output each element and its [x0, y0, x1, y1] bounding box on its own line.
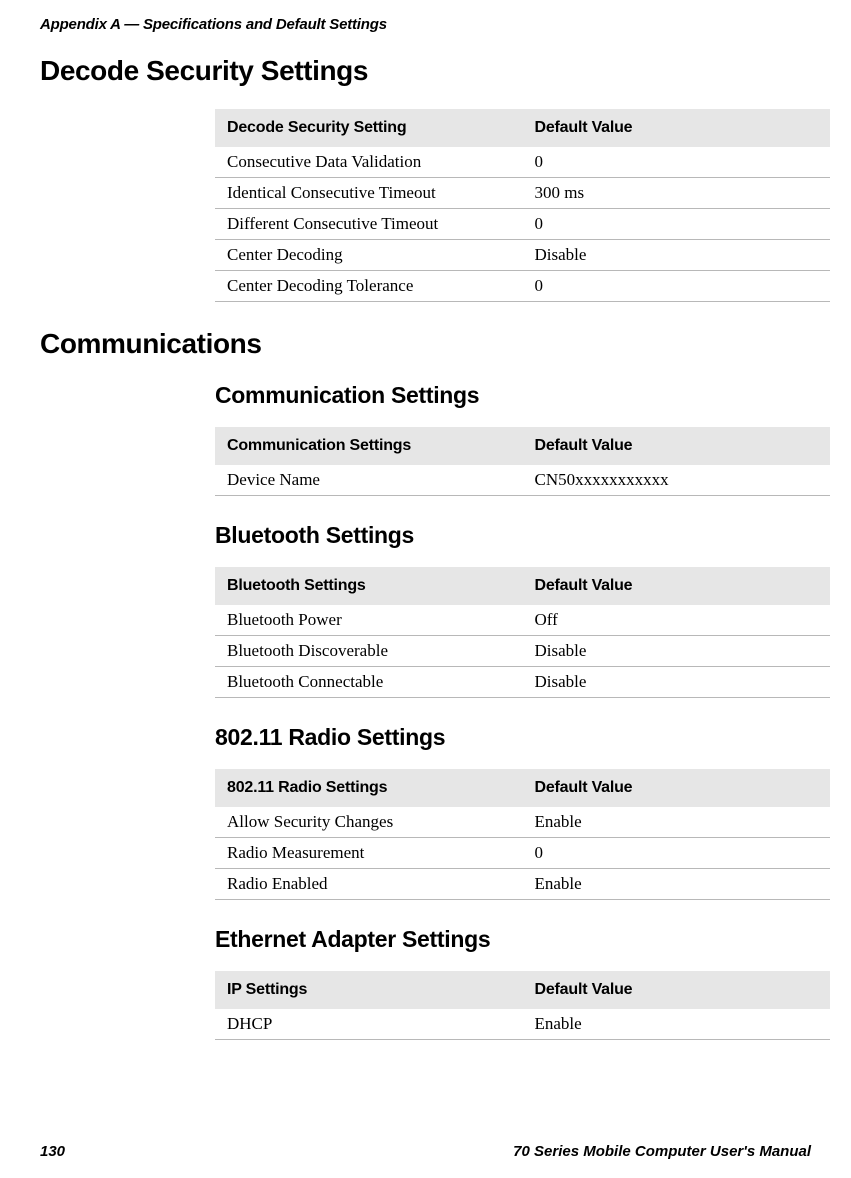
table-row: Radio Measurement0: [215, 838, 830, 869]
heading-communications: Communications: [40, 328, 811, 360]
table-row: Allow Security ChangesEnable: [215, 807, 830, 838]
table-row: Bluetooth PowerOff: [215, 605, 830, 636]
cell: Allow Security Changes: [215, 807, 523, 838]
th-default: Default Value: [523, 109, 831, 147]
heading-communication-settings: Communication Settings: [215, 382, 811, 409]
cell: Device Name: [215, 465, 523, 496]
cell: Disable: [523, 240, 831, 271]
cell: 0: [523, 147, 831, 178]
table-communication-settings: Communication Settings Default Value Dev…: [215, 427, 830, 496]
cell: Enable: [523, 869, 831, 900]
table-bluetooth-settings: Bluetooth Settings Default Value Bluetoo…: [215, 567, 830, 698]
cell: Consecutive Data Validation: [215, 147, 523, 178]
table-decode-security: Decode Security Setting Default Value Co…: [215, 109, 830, 302]
cell: Radio Enabled: [215, 869, 523, 900]
table-row: Consecutive Data Validation0: [215, 147, 830, 178]
table-row: Radio EnabledEnable: [215, 869, 830, 900]
cell: Radio Measurement: [215, 838, 523, 869]
heading-ethernet-settings: Ethernet Adapter Settings: [215, 926, 811, 953]
table-row: Bluetooth ConnectableDisable: [215, 667, 830, 698]
cell: CN50xxxxxxxxxxx: [523, 465, 831, 496]
table-row: Center DecodingDisable: [215, 240, 830, 271]
th-default: Default Value: [523, 427, 831, 465]
cell: Enable: [523, 807, 831, 838]
cell: Off: [523, 605, 831, 636]
cell: 0: [523, 209, 831, 240]
th-setting: Decode Security Setting: [215, 109, 523, 147]
cell: Disable: [523, 667, 831, 698]
table-row: Bluetooth DiscoverableDisable: [215, 636, 830, 667]
th-default: Default Value: [523, 971, 831, 1009]
table-row: Identical Consecutive Timeout300 ms: [215, 178, 830, 209]
cell: DHCP: [215, 1009, 523, 1040]
th-setting: Communication Settings: [215, 427, 523, 465]
running-head: Appendix A — Specifications and Default …: [40, 16, 811, 33]
th-setting: IP Settings: [215, 971, 523, 1009]
cell: Center Decoding Tolerance: [215, 271, 523, 302]
heading-bluetooth-settings: Bluetooth Settings: [215, 522, 811, 549]
heading-radio-settings: 802.11 Radio Settings: [215, 724, 811, 751]
cell: 0: [523, 838, 831, 869]
th-default: Default Value: [523, 567, 831, 605]
page-footer: 130 70 Series Mobile Computer User's Man…: [40, 1143, 811, 1160]
cell: Different Consecutive Timeout: [215, 209, 523, 240]
table-row: Different Consecutive Timeout0: [215, 209, 830, 240]
table-ethernet-settings: IP Settings Default Value DHCPEnable: [215, 971, 830, 1040]
page-number: 130: [40, 1143, 65, 1160]
cell: Bluetooth Connectable: [215, 667, 523, 698]
manual-title: 70 Series Mobile Computer User's Manual: [513, 1143, 811, 1160]
cell: Center Decoding: [215, 240, 523, 271]
cell: Bluetooth Discoverable: [215, 636, 523, 667]
table-radio-settings: 802.11 Radio Settings Default Value Allo…: [215, 769, 830, 900]
cell: 0: [523, 271, 831, 302]
heading-decode-security: Decode Security Settings: [40, 55, 811, 87]
th-setting: Bluetooth Settings: [215, 567, 523, 605]
cell: Identical Consecutive Timeout: [215, 178, 523, 209]
table-row: DHCPEnable: [215, 1009, 830, 1040]
th-default: Default Value: [523, 769, 831, 807]
table-row: Center Decoding Tolerance0: [215, 271, 830, 302]
cell: 300 ms: [523, 178, 831, 209]
cell: Enable: [523, 1009, 831, 1040]
cell: Disable: [523, 636, 831, 667]
table-row: Device NameCN50xxxxxxxxxxx: [215, 465, 830, 496]
th-setting: 802.11 Radio Settings: [215, 769, 523, 807]
cell: Bluetooth Power: [215, 605, 523, 636]
